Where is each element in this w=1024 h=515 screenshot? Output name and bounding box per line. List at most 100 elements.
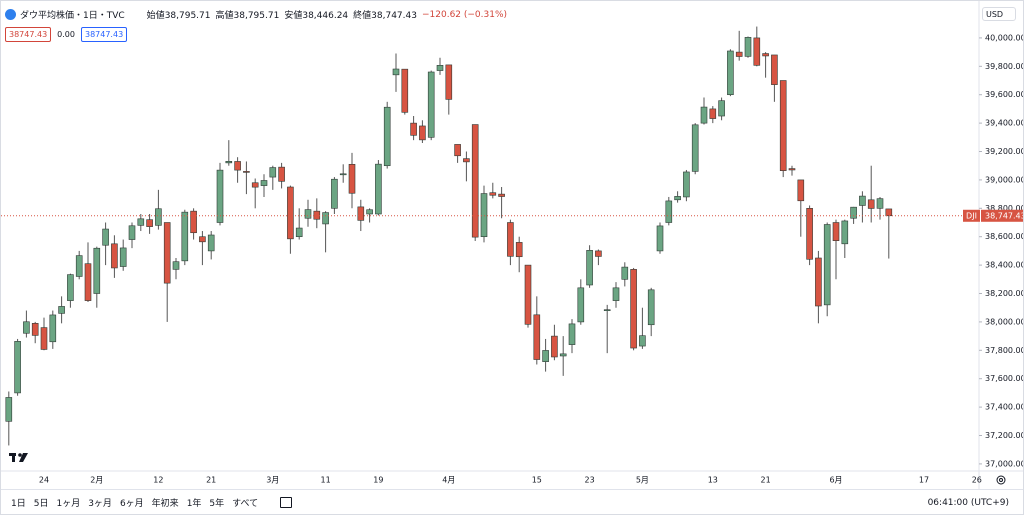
price-tag-bg: [981, 209, 1023, 222]
range-button[interactable]: 1ヶ月: [56, 499, 81, 509]
candle-body: [181, 211, 189, 262]
candle-body: [331, 178, 338, 209]
candle-body: [357, 206, 365, 221]
candle-body: [375, 163, 382, 215]
x-tick-label: 5月: [636, 476, 649, 485]
candle-body: [815, 257, 822, 307]
settings-icon[interactable]: [996, 475, 1006, 485]
ohlc-item: 安値38,446.24: [284, 11, 348, 21]
candle-body: [771, 54, 778, 85]
candle-body: [551, 335, 558, 358]
candle-body: [612, 287, 620, 301]
currency-select[interactable]: USD: [982, 7, 1016, 21]
x-tick-label: 4月: [442, 476, 455, 485]
range-buttons: 1日 5日 1ヶ月 3ヶ月 6ヶ月 年初来 1年 5年 すべて: [7, 496, 262, 509]
candle-body: [155, 208, 162, 226]
candle-body: [823, 224, 831, 306]
range-button[interactable]: 年初来: [151, 499, 179, 509]
candle-body: [14, 341, 21, 394]
candle-body: [621, 266, 629, 280]
candle-body: [885, 208, 893, 217]
candle-body: [876, 198, 884, 209]
x-tick-label: 21: [761, 476, 771, 485]
chart: 37,000.00 37,200.00 37,400.00 37,600.00 37,8…: [1, 1, 1023, 489]
ohlc-label: 終値: [353, 11, 372, 21]
ohlc-item: 高値38,795.71: [216, 11, 280, 21]
y-tick-label: 38,800.00: [985, 204, 1023, 213]
candle-body: [84, 263, 92, 301]
chart-header: ダウ平均株価・1日・TVC 始値38,795.71 高値38,795.71 安値38…: [5, 8, 507, 21]
price-tag-symbol: DJI: [966, 211, 977, 220]
range-button[interactable]: 3ヶ月: [88, 499, 112, 509]
candle-body: [58, 306, 65, 314]
candle-body: [234, 161, 241, 171]
x-tick-label: 21: [206, 476, 216, 485]
x-tick-label: 23: [585, 476, 595, 485]
ohlc-label: 始値: [146, 11, 165, 21]
y-tick-label: 37,000.00: [985, 459, 1023, 468]
y-tick-label: 39,200.00: [985, 147, 1023, 156]
candle-body: [366, 209, 373, 215]
candle-body: [436, 65, 444, 71]
ohlc-label: 高値: [215, 11, 234, 21]
candle-body: [419, 125, 426, 141]
ohlc-values: 始値38,795.71 高値38,795.71 安値38,446.24 終値38,74…: [147, 8, 422, 21]
ohlc-value: 38,795.71: [233, 11, 280, 21]
price-tag-bg: [963, 209, 980, 222]
candle-body: [586, 250, 593, 286]
candle-body: [410, 122, 417, 136]
candle-body: [709, 108, 717, 119]
candle-body: [216, 169, 224, 223]
range-button[interactable]: 1日: [11, 499, 26, 509]
candle-body: [137, 218, 145, 226]
candle-body: [392, 68, 400, 76]
price-tag-label: 38,747.43: [985, 211, 1023, 220]
calendar-button[interactable]: [280, 497, 293, 508]
candle-body: [463, 158, 470, 163]
ohlc-item: 終値38,747.43: [353, 11, 417, 21]
candle-body: [630, 269, 637, 349]
candle-body: [67, 274, 74, 301]
range-button[interactable]: 5年: [209, 499, 225, 509]
candle-body: [190, 210, 197, 234]
candle-body: [762, 53, 769, 57]
range-button[interactable]: 6ヶ月: [119, 499, 144, 509]
y-tick-label: 37,800.00: [985, 346, 1023, 355]
candle-body: [568, 323, 576, 345]
candle-body: [832, 222, 840, 241]
x-tick-label: 6月: [829, 476, 842, 485]
y-tick-label: 37,600.00: [985, 374, 1023, 383]
candle-body: [199, 236, 206, 243]
candle-body: [779, 80, 787, 171]
candle-body: [111, 243, 118, 269]
candle-body: [524, 264, 532, 325]
change: −120.62 (−0.31%): [421, 9, 508, 20]
y-tick-label: 37,200.00: [985, 431, 1023, 440]
candle-body: [665, 200, 673, 223]
y-tick-label: 39,000.00: [985, 175, 1023, 184]
candle-body: [295, 227, 303, 238]
clock[interactable]: 06:41:00 (UTC+9): [927, 497, 1009, 508]
candle-body: [163, 222, 171, 284]
y-tick-label: 38,000.00: [985, 317, 1023, 326]
range-button[interactable]: 5日: [33, 499, 49, 509]
candle-body: [797, 179, 805, 202]
ohlc-value: 38,446.24: [302, 11, 349, 21]
range-button[interactable]: すべて: [232, 499, 259, 509]
symbol-title[interactable]: ダウ平均株価・1日・TVC: [20, 11, 125, 21]
candle-body: [498, 193, 505, 197]
candle-body: [102, 228, 109, 246]
candle-body: [533, 314, 541, 360]
range-button[interactable]: 1年: [186, 499, 202, 509]
candle-body: [225, 161, 233, 164]
x-tick-label: 26: [972, 476, 982, 485]
candle-body: [454, 144, 461, 157]
ohlc-value: 38,747.43: [371, 11, 417, 21]
candle-body: [788, 168, 796, 171]
ohlc-value: 38,795.71: [164, 11, 211, 21]
y-tick-label: 37,400.00: [985, 403, 1023, 412]
y-tick-label: 38,200.00: [985, 289, 1023, 298]
y-tick-label: 38,600.00: [985, 232, 1023, 241]
tv-logo: [9, 453, 28, 462]
candle-body: [5, 397, 13, 422]
